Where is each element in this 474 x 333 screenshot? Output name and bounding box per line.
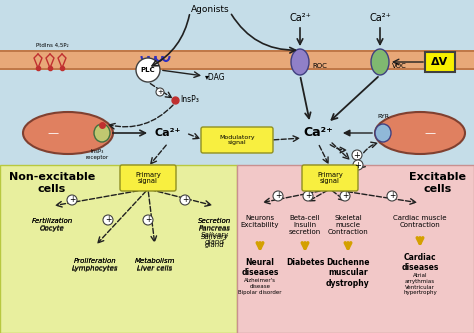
Text: Fertilization: Fertilization <box>31 218 73 224</box>
Text: Proliferation: Proliferation <box>73 258 117 264</box>
Text: +: + <box>389 191 395 200</box>
Text: +: + <box>157 89 163 95</box>
Text: +: + <box>182 195 188 204</box>
Text: PLC: PLC <box>141 67 155 73</box>
Text: Atrial
arrythmias
Ventricular
hypertrophy: Atrial arrythmias Ventricular hypertroph… <box>403 273 437 295</box>
Text: Neural
diseases: Neural diseases <box>241 258 279 277</box>
Text: gland: gland <box>205 242 225 248</box>
Circle shape <box>352 150 362 160</box>
Text: Secretion: Secretion <box>199 218 232 224</box>
Text: Pancreas: Pancreas <box>199 226 231 232</box>
Text: Ca²⁺: Ca²⁺ <box>369 13 391 23</box>
Ellipse shape <box>375 124 391 142</box>
Text: Agonists: Agonists <box>191 6 229 15</box>
Circle shape <box>340 191 350 201</box>
Bar <box>0 50 474 52</box>
Circle shape <box>387 191 397 201</box>
FancyBboxPatch shape <box>302 165 358 191</box>
Text: VOC: VOC <box>392 63 407 69</box>
FancyBboxPatch shape <box>425 52 455 72</box>
Text: +: + <box>354 151 360 160</box>
Text: Ca²⁺: Ca²⁺ <box>303 127 333 140</box>
Text: Cardiac
diseases: Cardiac diseases <box>401 253 439 272</box>
Ellipse shape <box>371 49 389 75</box>
Ellipse shape <box>94 124 110 142</box>
Text: Non-excitable
cells: Non-excitable cells <box>9 172 95 193</box>
Text: ▾DAG: ▾DAG <box>205 74 226 83</box>
Text: Alzheimer's
disease
Bipolar disorder: Alzheimer's disease Bipolar disorder <box>238 278 282 295</box>
Circle shape <box>353 160 363 170</box>
Circle shape <box>273 191 283 201</box>
Circle shape <box>67 195 77 205</box>
Text: Proliferation
Lymphocytes: Proliferation Lymphocytes <box>72 258 118 271</box>
Text: Fertilization
Oocyte: Fertilization Oocyte <box>31 218 73 231</box>
Circle shape <box>303 191 313 201</box>
Text: +: + <box>305 191 311 200</box>
FancyBboxPatch shape <box>201 127 273 153</box>
Text: —: — <box>424 128 436 138</box>
Text: Metabolism: Metabolism <box>135 258 175 264</box>
Text: Excitable
cells: Excitable cells <box>410 172 466 193</box>
Bar <box>0 68 474 70</box>
Text: +: + <box>105 215 111 224</box>
Text: Duchenne
muscular
dystrophy: Duchenne muscular dystrophy <box>326 258 370 288</box>
Text: Skeletal
muscle
Contraction: Skeletal muscle Contraction <box>328 215 368 235</box>
Text: Ca²⁺: Ca²⁺ <box>155 128 181 138</box>
Text: RYR: RYR <box>377 114 389 119</box>
Text: ΔV: ΔV <box>431 57 448 67</box>
Text: +: + <box>69 195 75 204</box>
Text: Oocyte: Oocyte <box>40 226 64 232</box>
Text: PtdIns 4,5P₂: PtdIns 4,5P₂ <box>36 43 68 48</box>
Text: ROC: ROC <box>312 63 327 69</box>
Circle shape <box>180 195 190 205</box>
Text: InsP₃
receptor: InsP₃ receptor <box>85 149 109 160</box>
Bar <box>0 165 237 333</box>
FancyBboxPatch shape <box>120 165 176 191</box>
Text: Primary
signal: Primary signal <box>317 171 343 184</box>
Text: Liver cells: Liver cells <box>137 266 173 272</box>
Text: +: + <box>275 191 281 200</box>
Bar <box>0 0 474 165</box>
Circle shape <box>136 58 160 82</box>
Ellipse shape <box>375 112 465 154</box>
Text: Ca²⁺: Ca²⁺ <box>289 13 311 23</box>
Circle shape <box>156 88 164 96</box>
Text: +: + <box>342 191 348 200</box>
Text: Salivary: Salivary <box>201 234 229 240</box>
Text: Neurons
Excitability: Neurons Excitability <box>241 215 279 228</box>
Text: Cardiac muscle
Contraction: Cardiac muscle Contraction <box>393 215 447 228</box>
Text: Secretion
Pancreas
Salivary
gland: Secretion Pancreas Salivary gland <box>199 218 232 245</box>
Ellipse shape <box>23 112 113 154</box>
Circle shape <box>103 215 113 225</box>
Text: InsP₃: InsP₃ <box>180 96 199 105</box>
Text: Modulatory
signal: Modulatory signal <box>219 135 255 146</box>
Text: Metabolism
Liver cells: Metabolism Liver cells <box>135 258 175 271</box>
Ellipse shape <box>291 49 309 75</box>
Text: Beta-cell
Insulin
secretion: Beta-cell Insulin secretion <box>289 215 321 235</box>
Text: —: — <box>47 128 59 138</box>
Bar <box>0 50 474 70</box>
Text: +: + <box>145 215 151 224</box>
Text: Diabetes: Diabetes <box>286 258 324 267</box>
Bar <box>237 165 474 333</box>
Text: Lymphocytes: Lymphocytes <box>72 266 118 272</box>
Text: Primary
signal: Primary signal <box>135 171 161 184</box>
Text: +: + <box>355 161 362 169</box>
Circle shape <box>143 215 153 225</box>
